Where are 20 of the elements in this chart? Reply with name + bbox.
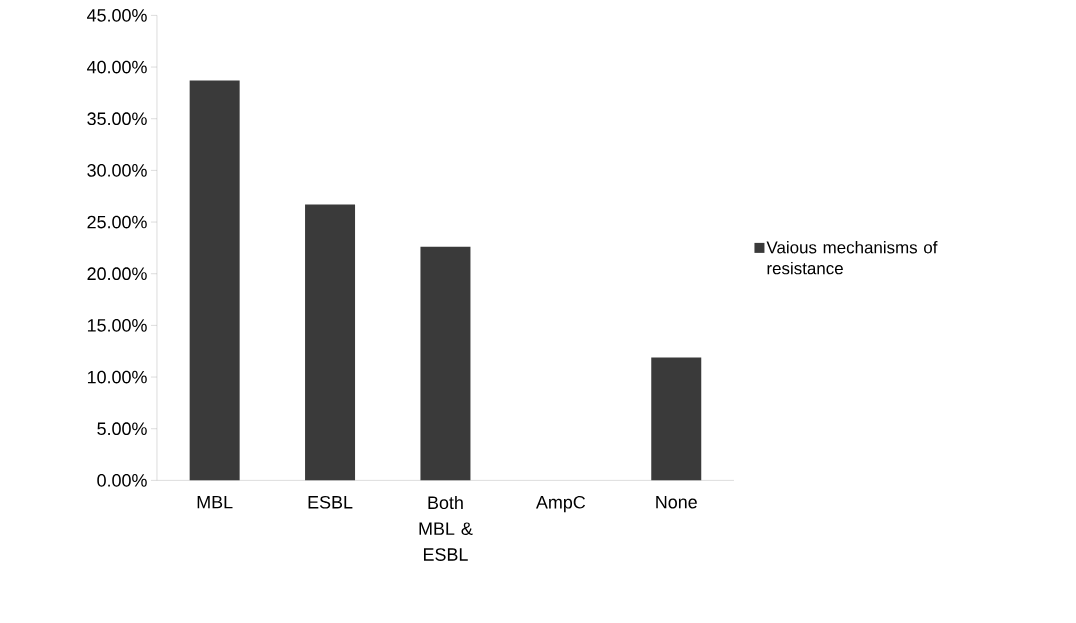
x-tick-label: MBL — [197, 495, 233, 509]
legend-label: Vaious mechanisms of resistance — [766, 241, 938, 275]
y-tick-label: 5.00% — [97, 422, 147, 436]
y-tick-label: 45.00% — [87, 9, 147, 22]
bar — [305, 204, 356, 481]
y-tick-label: 0.00% — [97, 474, 147, 487]
x-tick-label: ESBL — [308, 495, 353, 509]
y-tick-label: 35.00% — [87, 112, 147, 126]
bar — [651, 357, 702, 481]
y-tick-label: 15.00% — [87, 319, 147, 332]
y-tick-label: 20.00% — [87, 267, 147, 281]
x-tick-label: None — [656, 495, 697, 509]
y-tick-label: 25.00% — [87, 215, 147, 229]
bar — [189, 80, 240, 481]
y-tick-label: 30.00% — [87, 164, 147, 177]
x-tick-label: Both MBL & ESBL — [419, 495, 473, 561]
y-tick-label: 10.00% — [87, 370, 147, 384]
y-tick-label: 40.00% — [87, 60, 147, 74]
x-tick-label: AmpC — [535, 495, 586, 513]
bar — [420, 246, 471, 481]
